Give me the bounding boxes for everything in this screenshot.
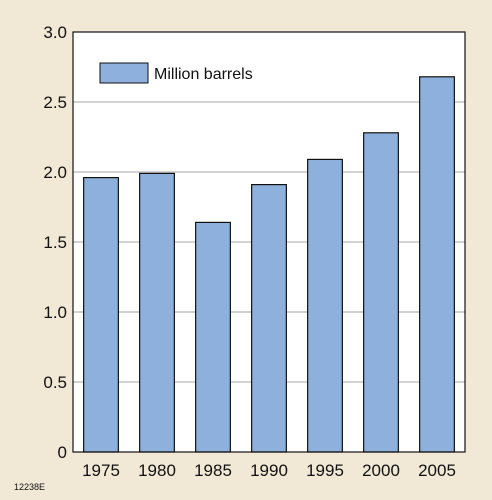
y-tick-label: 2.0 — [43, 163, 67, 182]
y-tick-label: 0 — [58, 443, 67, 462]
x-axis-ticks: 1975 1980 1985 1990 1995 2000 2005 — [82, 461, 456, 480]
x-tick-label: 1985 — [194, 461, 232, 480]
y-tick-label: 2.5 — [43, 93, 67, 112]
legend-swatch — [99, 62, 149, 84]
y-tick-label: 3.0 — [43, 23, 67, 42]
legend: Million barrels — [99, 62, 253, 84]
x-tick-label: 2005 — [418, 461, 456, 480]
bar-1980 — [139, 172, 175, 453]
x-tick-label: 1990 — [250, 461, 288, 480]
bar-2000 — [363, 132, 399, 453]
x-tick-label: 1995 — [306, 461, 344, 480]
y-tick-label: 0.5 — [43, 373, 67, 392]
bar-1985 — [195, 221, 231, 453]
x-tick-label: 1975 — [82, 461, 120, 480]
bar-2005 — [419, 76, 455, 453]
bar-1990 — [251, 184, 287, 453]
bar-1975 — [83, 177, 119, 453]
y-tick-label: 1.0 — [43, 303, 67, 322]
figure-code: 12238E — [14, 482, 45, 492]
plot-frame — [72, 31, 466, 453]
x-tick-label: 2000 — [362, 461, 400, 480]
bars — [83, 76, 455, 453]
x-tick-label: 1980 — [138, 461, 176, 480]
y-tick-label: 1.5 — [43, 233, 67, 252]
legend-label: Million barrels — [154, 66, 253, 83]
bar-1995 — [307, 158, 343, 453]
y-axis-ticks: 0 0.5 1.0 1.5 2.0 2.5 3.0 — [43, 23, 67, 462]
